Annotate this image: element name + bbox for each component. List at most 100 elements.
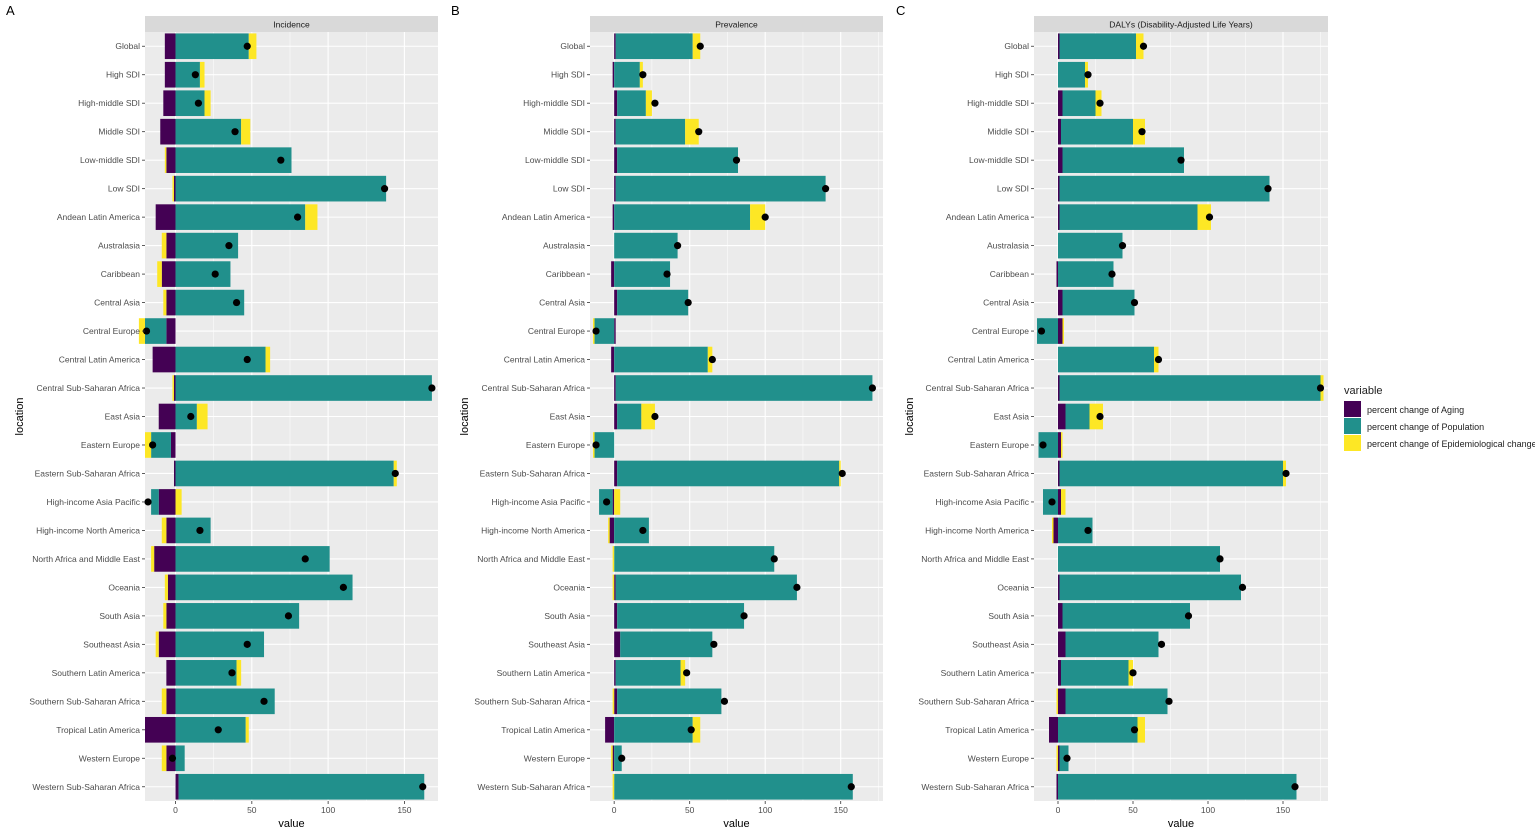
- y-tick-label: High-income North America: [36, 525, 140, 535]
- bar-population-high-income-asia-pacific: [151, 489, 159, 515]
- bar-aging-high-middle-sdi: [614, 90, 618, 117]
- y-tick-label: Andean Latin America: [502, 212, 585, 222]
- overall-point-australasia: [1118, 242, 1127, 250]
- bar-epidemiological-middle-sdi: [685, 118, 699, 145]
- overall-point-low-sdi: [380, 185, 389, 193]
- bar-aging-global: [1058, 33, 1060, 60]
- y-tick-label: East Asia: [550, 412, 586, 422]
- bar-aging-east-asia: [158, 403, 176, 430]
- y-tick-label: Eastern Sub-Saharan Africa: [480, 468, 586, 478]
- overall-point-eastern-sub-saharan-africa: [391, 469, 399, 478]
- y-axis: Global High SDI High-middle SDI Middle SDI L…: [474, 41, 590, 792]
- bar-population-high-income-north-america: [175, 517, 211, 544]
- bar-population-eastern-europe: [151, 432, 171, 458]
- bar-population-high-middle-sdi: [1062, 90, 1096, 117]
- bar-aging-oceania: [1058, 574, 1060, 601]
- bar-epidemiological-western-europe: [1056, 745, 1058, 772]
- bar-aging-high-sdi: [612, 61, 615, 88]
- facet-strip: [145, 16, 438, 32]
- bar-population-global: [175, 33, 249, 60]
- overall-point-eastern-sub-saharan-africa: [838, 469, 846, 478]
- bars: [593, 33, 873, 800]
- overall-point-central-asia: [684, 298, 692, 307]
- y-tick-label: Southeast Asia: [972, 639, 1029, 649]
- y-tick-label: Central Europe: [83, 326, 140, 336]
- legend-key-population: [1344, 418, 1361, 434]
- overall-point-central-latin-america: [1154, 355, 1163, 364]
- bar-population-southeast-asia: [1065, 631, 1159, 658]
- bar-epidemiological-tropical-latin-america: [692, 716, 701, 743]
- overall-point-western-sub-saharan-africa: [847, 783, 855, 791]
- y-tick-label: Oceania: [997, 582, 1029, 592]
- overall-point-central-europe: [592, 327, 600, 335]
- bar-epidemiological-high-middle-sdi: [204, 90, 211, 117]
- y-tick-label: Middle SDI: [98, 127, 140, 137]
- y-tick-label: High SDI: [551, 70, 585, 80]
- bar-population-high-middle-sdi: [617, 90, 646, 117]
- y-tick-label: Andean Latin America: [57, 212, 140, 222]
- bar-epidemiological-southern-sub-saharan-africa: [612, 688, 615, 715]
- overall-point-caribbean: [211, 270, 219, 278]
- panel-letter: B: [451, 3, 460, 18]
- bar-population-australasia: [1058, 232, 1123, 259]
- overall-point-central-sub-saharan-africa: [1316, 384, 1325, 392]
- y-tick-label: North Africa and Middle East: [32, 554, 140, 564]
- bar-aging-south-asia: [1058, 603, 1063, 629]
- y-axis: Global High SDI High-middle SDI Middle SDI L…: [29, 41, 145, 792]
- bar-aging-high-middle-sdi: [163, 90, 176, 117]
- bar-epidemiological-tropical-latin-america: [1137, 716, 1145, 743]
- overall-point-high-sdi: [1084, 71, 1092, 79]
- y-tick-label: Oceania: [108, 582, 140, 592]
- bar-population-southern-sub-saharan-africa: [175, 688, 275, 715]
- bar-population-australasia: [614, 232, 678, 259]
- overall-point-north-africa-and-middle-east: [301, 555, 309, 563]
- y-tick-label: Tropical Latin America: [501, 725, 585, 735]
- overall-point-high-income-north-america: [1084, 526, 1092, 535]
- bar-epidemiological-southern-sub-saharan-africa: [1056, 688, 1058, 715]
- bar-aging-central-europe: [166, 318, 176, 344]
- bar-aging-tropical-latin-america: [605, 716, 615, 743]
- bar-epidemiological-middle-sdi: [241, 118, 251, 145]
- overall-point-western-europe: [618, 754, 626, 762]
- x-tick-label: 100: [321, 805, 335, 815]
- y-tick-label: Global: [560, 41, 585, 51]
- x-tick-label: 0: [1056, 805, 1061, 815]
- y-tick-label: South Asia: [544, 611, 585, 621]
- y-tick-label: Australasia: [98, 241, 140, 251]
- x-axis-title: value: [278, 818, 304, 830]
- bar-epidemiological-global: [1136, 33, 1144, 60]
- bar-population-south-asia: [1062, 603, 1190, 629]
- overall-point-southern-latin-america: [228, 669, 236, 677]
- y-tick-label: South Asia: [988, 611, 1029, 621]
- overall-point-south-asia: [740, 612, 748, 620]
- overall-point-oceania: [339, 583, 347, 591]
- y-tick-label: High SDI: [995, 70, 1029, 80]
- bar-population-eastern-europe: [1038, 432, 1058, 458]
- overall-point-andean-latin-america: [1205, 213, 1214, 221]
- bar-aging-andean-latin-america: [612, 204, 615, 230]
- bar-aging-southern-sub-saharan-africa: [1058, 688, 1066, 715]
- overall-point-eastern-sub-saharan-africa: [1282, 469, 1290, 478]
- bar-population-central-sub-saharan-africa: [175, 375, 432, 401]
- bar-population-low-middle-sdi: [1062, 147, 1184, 173]
- panel-title: Prevalence: [715, 20, 758, 30]
- bar-epidemiological-central-europe: [1062, 318, 1064, 344]
- y-tick-label: Eastern Sub-Saharan Africa: [35, 468, 141, 478]
- overall-point-high-income-asia-pacific: [144, 498, 152, 506]
- x-axis: 0 50 100 150: [1056, 801, 1290, 815]
- bar-population-low-sdi: [615, 175, 826, 202]
- facet-strip: [590, 16, 883, 32]
- y-tick-label: Andean Latin America: [946, 212, 1029, 222]
- y-tick-label: Southern Sub-Saharan Africa: [474, 696, 585, 706]
- bar-aging-middle-sdi: [160, 118, 176, 145]
- bar-aging-central-asia: [1058, 289, 1063, 316]
- y-tick-label: Low-middle SDI: [969, 155, 1029, 165]
- bar-aging-high-income-asia-pacific: [1058, 489, 1061, 515]
- bar-aging-oceania: [167, 574, 176, 601]
- bar-population-middle-sdi: [175, 118, 242, 145]
- bar-population-central-europe: [1037, 318, 1058, 344]
- bar-aging-high-income-north-america: [1053, 517, 1058, 544]
- y-tick-label: High-middle SDI: [78, 98, 140, 108]
- bar-aging-middle-sdi: [614, 118, 616, 145]
- bar-epidemiological-high-sdi: [199, 61, 205, 88]
